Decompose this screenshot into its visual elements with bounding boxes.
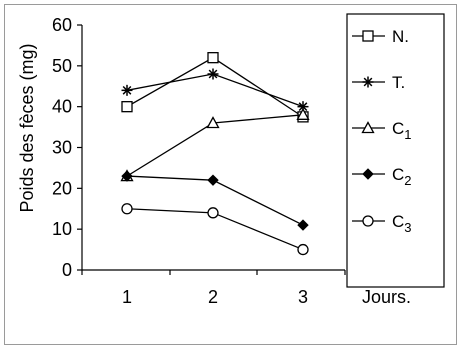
series-1 — [121, 52, 309, 123]
data-point — [121, 84, 133, 96]
series-5 — [121, 203, 309, 256]
y-tick-label: 40 — [52, 97, 72, 117]
y-tick-label: 20 — [52, 178, 72, 198]
marker — [362, 76, 374, 88]
y-tick-label: 60 — [52, 15, 72, 35]
marker-square — [121, 101, 133, 113]
marker — [362, 168, 374, 180]
y-tick-label: 0 — [62, 260, 72, 280]
marker-diamond — [121, 170, 133, 182]
y-tick-label: 50 — [52, 56, 72, 76]
marker-circle — [207, 207, 219, 219]
series-2 — [121, 68, 309, 113]
marker — [362, 215, 374, 227]
x-tick-label: 1 — [122, 287, 132, 307]
y-tick-label: 30 — [52, 138, 72, 158]
data-point — [296, 107, 310, 120]
marker-diamond — [297, 219, 309, 231]
data-point — [207, 207, 219, 219]
marker-square — [362, 30, 374, 42]
x-tick-label: 2 — [208, 287, 218, 307]
marker-diamond — [362, 168, 374, 180]
data-point — [297, 243, 309, 256]
marker-square — [207, 52, 219, 64]
data-point — [121, 203, 133, 215]
legend-entry: C2 — [352, 165, 412, 188]
y-ticks: 0 10 20 30 40 50 60 — [52, 15, 82, 280]
series-line — [126, 73, 304, 108]
marker-triangle — [206, 116, 220, 129]
legend-label: C2 — [392, 165, 412, 188]
marker — [361, 121, 375, 134]
x-tick-label: 3 — [298, 287, 308, 307]
marker-circle — [297, 243, 309, 256]
legend-label: N. — [392, 27, 409, 46]
data-point — [297, 101, 309, 113]
series-line — [126, 56, 304, 118]
series-group — [120, 52, 310, 256]
legend-entry: C1 — [352, 119, 412, 142]
x-ticks: 1 2 3 — [81, 270, 346, 307]
data-point — [297, 219, 309, 231]
legend-entry: N. — [352, 27, 409, 46]
data-point — [121, 170, 133, 182]
data-point — [207, 52, 219, 64]
legend: N. T. C1 C2 C3 — [352, 27, 412, 235]
legend-entry: T. — [352, 73, 405, 92]
legend-entry: C3 — [352, 212, 412, 235]
legend-label: C3 — [392, 212, 412, 235]
data-point — [207, 68, 219, 80]
data-point — [206, 116, 220, 129]
marker-circle — [362, 215, 374, 227]
legend-box — [346, 13, 445, 288]
data-point — [207, 174, 219, 186]
data-point — [121, 101, 133, 113]
series-4 — [121, 170, 309, 231]
marker-triangle — [296, 107, 310, 120]
y-axis-label: Poids des fèces (mg) — [17, 43, 37, 212]
series-3 — [120, 107, 310, 182]
marker-triangle — [361, 121, 375, 134]
marker-diamond — [207, 174, 219, 186]
marker — [362, 30, 374, 42]
marker-circle — [121, 203, 133, 215]
legend-label: T. — [392, 73, 405, 92]
legend-label: C1 — [392, 119, 412, 142]
y-tick-label: 10 — [52, 219, 72, 239]
x-axis-label: Jours. — [362, 287, 411, 307]
